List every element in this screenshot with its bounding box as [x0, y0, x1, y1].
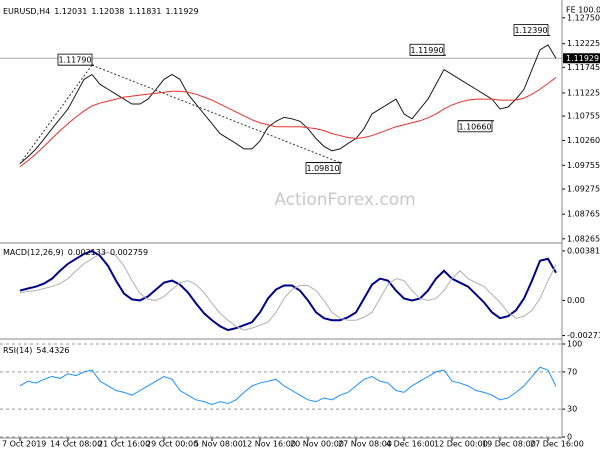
title-part: 1.11831 — [128, 7, 161, 16]
x-tick-label: 4 Dec 16:00 — [386, 440, 435, 449]
watermark: ActionForex.com — [274, 190, 415, 210]
trend-line — [19, 64, 93, 164]
y-tick-label: 0.00 — [567, 296, 585, 305]
y-tick-label: 1.10260 — [567, 136, 600, 145]
title-part: 54.4326 — [36, 346, 69, 355]
annotation-box — [57, 53, 93, 66]
panel-title: EURUSD,H4 1.12031 1.12038 1.11831 1.11929 — [3, 7, 199, 16]
annotation-box — [409, 43, 445, 56]
annotation-label: 1.09810 — [306, 164, 339, 173]
annotation-label: 1.12390 — [514, 26, 547, 35]
y-tick-label: 0 — [567, 433, 572, 442]
annotation-label: 1.11790 — [58, 56, 91, 65]
panel-title: RSI(14) 54.4326 — [3, 346, 70, 355]
y-tick-label: 1.08265 — [567, 234, 600, 243]
title-part: MACD(12,26,9) — [3, 248, 64, 257]
x-tick-label: 12 Nov 16:00 — [242, 440, 296, 449]
x-tick-label: 7 Oct 2019 — [2, 440, 46, 449]
x-tick-label: 27 Dec 16:00 — [530, 440, 584, 449]
x-tick-label: 27 Nov 08:00 — [338, 440, 392, 449]
x-tick-label: 12 Dec 00:00 — [434, 440, 488, 449]
y-tick-label: 70 — [567, 367, 577, 376]
last-price-box — [563, 53, 600, 64]
x-tick-label: 19 Dec 08:00 — [482, 440, 536, 449]
annotation-box — [305, 162, 341, 175]
annotation-box — [457, 120, 493, 133]
title-part: RSI(14) — [3, 346, 32, 355]
y-tick-label: 1.11745 — [567, 63, 600, 72]
series-line — [19, 77, 557, 168]
series-line — [19, 44, 557, 165]
y-tick-label: 100 — [567, 340, 582, 349]
panel-title: MACD(12,26,9) 0.002133 0.002759 — [3, 248, 148, 257]
y-tick-label: 0.003819 — [567, 246, 600, 255]
corner-label: FE 100.0 — [566, 6, 600, 15]
last-price-label: 1.11929 — [566, 54, 599, 63]
y-tick-label: 30 — [567, 405, 577, 414]
y-tick-label: -0.002713 — [567, 331, 600, 340]
x-tick-label: 21 Oct 16:00 — [98, 440, 150, 449]
trend-line — [91, 64, 341, 164]
series-line — [19, 249, 557, 332]
x-tick-label: 14 Oct 08:00 — [50, 440, 102, 449]
y-tick-label: 1.12225 — [567, 39, 600, 48]
y-tick-label: 1.09275 — [567, 185, 600, 194]
title-part: EURUSD,H4 — [3, 7, 50, 16]
y-tick-label: 1.12750 — [567, 13, 600, 22]
x-tick-label: 5 Nov 08:00 — [194, 440, 243, 449]
y-tick-label: 1.08765 — [567, 210, 600, 219]
title-part: 1.12038 — [91, 7, 124, 16]
title-part: 1.11929 — [166, 7, 199, 16]
series-line — [19, 366, 557, 405]
title-part: 0.002759 — [110, 248, 148, 257]
annotation-label: 1.10660 — [458, 122, 491, 131]
y-tick-label: 1.10755 — [567, 112, 600, 121]
y-tick-label: 1.09755 — [567, 161, 600, 170]
y-tick-label: 1.11225 — [567, 88, 600, 97]
x-tick-label: 29 Oct 00:00 — [146, 440, 198, 449]
title-part: 0.002133 — [68, 248, 106, 257]
series-line — [19, 251, 557, 331]
annotation-label: 1.11990 — [410, 46, 443, 55]
title-part: 1.12031 — [54, 7, 87, 16]
annotation-box — [513, 24, 549, 36]
x-tick-label: 20 Nov 00:00 — [290, 440, 344, 449]
